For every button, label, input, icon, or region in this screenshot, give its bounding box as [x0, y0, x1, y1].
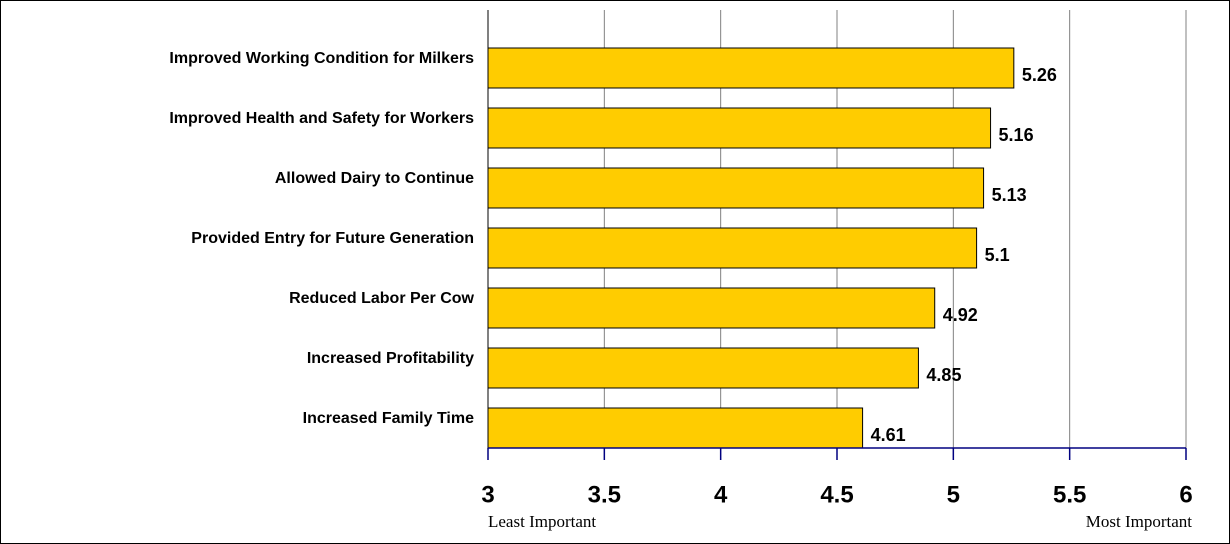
- x-tick-label: 5.5: [1053, 481, 1086, 508]
- x-tick-label: 4: [714, 481, 728, 508]
- y-tick-label: Reduced Labor Per Cow: [289, 290, 474, 307]
- y-tick-label: Provided Entry for Future Generation: [191, 230, 474, 247]
- value-label: 4.92: [943, 305, 978, 325]
- bar: [487, 347, 919, 389]
- value-label: 5.16: [999, 125, 1034, 145]
- x-tick-label: 3.5: [588, 481, 621, 508]
- value-label: 5.13: [992, 185, 1027, 205]
- value-label: 5.1: [985, 245, 1010, 265]
- bar: [487, 227, 978, 269]
- y-tick-label: Improved Working Condition for Milkers: [169, 50, 474, 67]
- bar: [487, 107, 992, 149]
- annotation: Least Important: [488, 512, 596, 531]
- bar: [487, 287, 936, 329]
- bar: [487, 167, 985, 209]
- x-tick-label: 6: [1179, 481, 1192, 508]
- x-tick-label: 3: [481, 481, 494, 508]
- value-label: 4.85: [926, 365, 961, 385]
- x-tick-label: 5: [947, 481, 960, 508]
- x-tick-label: 4.5: [820, 481, 853, 508]
- bar: [487, 407, 864, 449]
- y-tick-label: Allowed Dairy to Continue: [275, 170, 474, 187]
- y-tick-label: Increased Profitability: [307, 350, 474, 367]
- y-tick-label: Improved Health and Safety for Workers: [169, 110, 474, 127]
- bar: [487, 47, 1015, 89]
- value-label: 4.61: [871, 425, 906, 445]
- value-label: 5.26: [1022, 65, 1057, 85]
- y-tick-label: Increased Family Time: [303, 410, 474, 427]
- annotation: Most Important: [1086, 512, 1193, 531]
